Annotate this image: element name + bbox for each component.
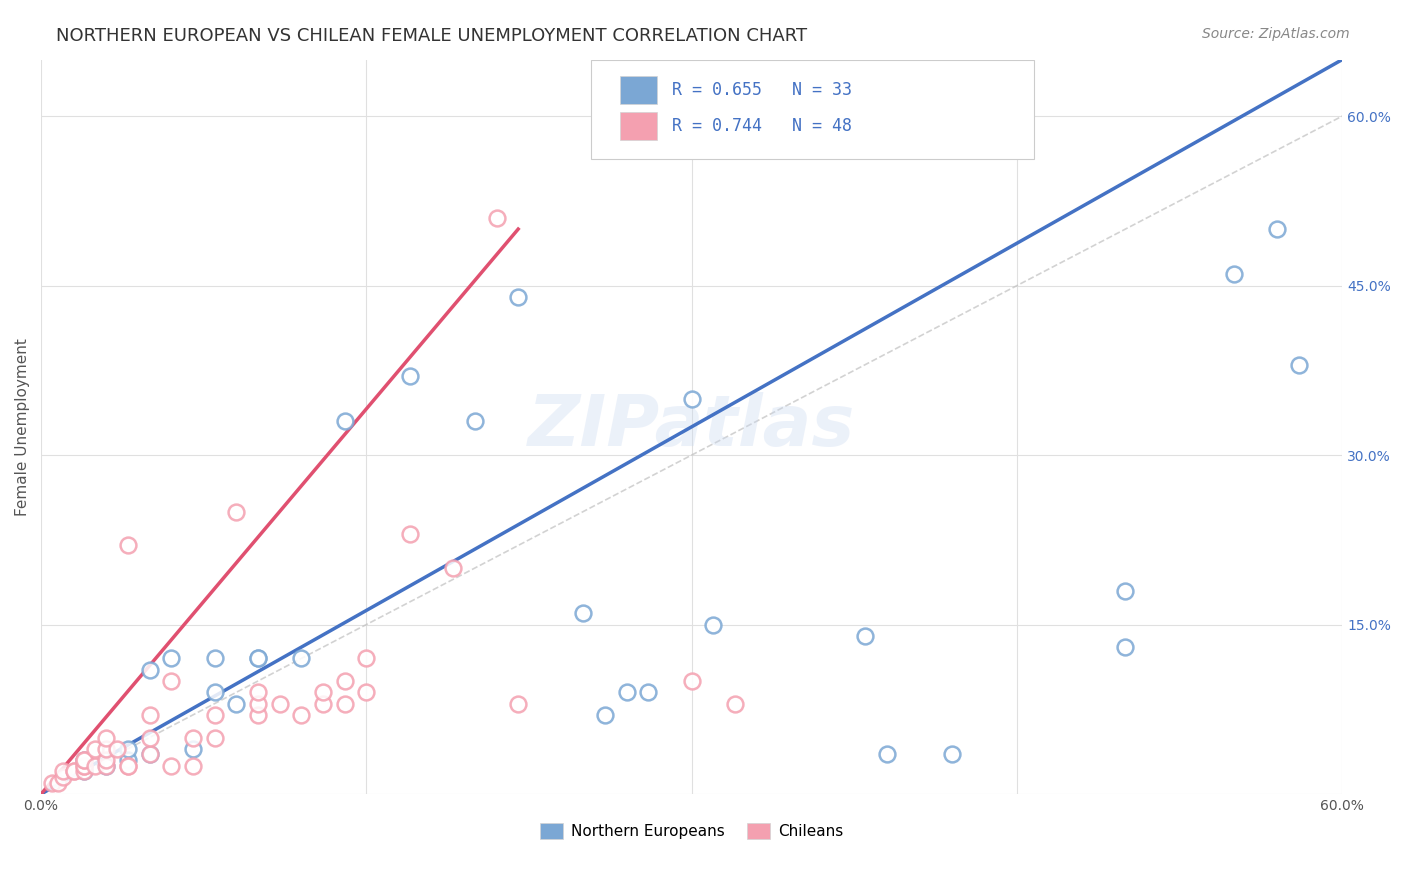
Point <box>572 606 595 620</box>
Point <box>181 758 204 772</box>
Point <box>1114 640 1136 654</box>
Point <box>269 697 291 711</box>
Point <box>73 758 96 772</box>
Point <box>117 753 139 767</box>
Point <box>1114 583 1136 598</box>
Point <box>138 747 160 762</box>
Point <box>637 685 659 699</box>
Point <box>62 764 84 779</box>
Point <box>105 741 128 756</box>
Point <box>485 211 508 225</box>
Y-axis label: Female Unemployment: Female Unemployment <box>15 338 30 516</box>
Point <box>73 753 96 767</box>
Point <box>73 764 96 779</box>
Point <box>138 731 160 745</box>
Point <box>96 741 118 756</box>
Point <box>702 617 724 632</box>
Point <box>204 731 226 745</box>
Point <box>160 651 183 665</box>
Point <box>160 673 183 688</box>
Point <box>441 561 464 575</box>
Point <box>52 770 75 784</box>
Point <box>96 753 118 767</box>
Point <box>290 707 312 722</box>
Text: Source: ZipAtlas.com: Source: ZipAtlas.com <box>1202 27 1350 41</box>
Point <box>138 663 160 677</box>
Point <box>290 651 312 665</box>
Point <box>246 685 269 699</box>
Point <box>356 651 378 665</box>
Text: NORTHERN EUROPEAN VS CHILEAN FEMALE UNEMPLOYMENT CORRELATION CHART: NORTHERN EUROPEAN VS CHILEAN FEMALE UNEM… <box>56 27 807 45</box>
Point <box>312 685 335 699</box>
Point <box>96 731 118 745</box>
Point <box>204 685 226 699</box>
Point <box>508 697 530 711</box>
Point <box>73 758 96 772</box>
Text: R = 0.744   N = 48: R = 0.744 N = 48 <box>672 118 852 136</box>
Point <box>1288 358 1310 372</box>
Point <box>853 629 876 643</box>
Point <box>96 758 118 772</box>
Point <box>225 697 247 711</box>
Point <box>225 504 247 518</box>
Point <box>117 538 139 552</box>
Point <box>138 747 160 762</box>
Point <box>181 731 204 745</box>
Point <box>246 707 269 722</box>
Point <box>876 747 898 762</box>
Point <box>204 707 226 722</box>
Point <box>941 747 963 762</box>
Point <box>312 697 335 711</box>
Point <box>204 651 226 665</box>
Point <box>117 758 139 772</box>
Point <box>398 368 420 383</box>
Point <box>52 764 75 779</box>
Text: ZIPatlas: ZIPatlas <box>529 392 855 461</box>
Point <box>398 527 420 541</box>
Point <box>356 685 378 699</box>
Point <box>73 753 96 767</box>
Point <box>1265 222 1288 236</box>
Point <box>62 764 84 779</box>
Point <box>593 707 616 722</box>
Point <box>73 753 96 767</box>
Point <box>333 414 356 428</box>
FancyBboxPatch shape <box>592 60 1033 159</box>
Point <box>160 758 183 772</box>
Point <box>138 707 160 722</box>
Legend: Northern Europeans, Chileans: Northern Europeans, Chileans <box>534 817 849 845</box>
Text: R = 0.655   N = 33: R = 0.655 N = 33 <box>672 80 852 99</box>
Point <box>181 741 204 756</box>
Point <box>246 651 269 665</box>
Bar <box>620 112 657 140</box>
Point <box>333 697 356 711</box>
Bar <box>620 76 657 103</box>
Point <box>117 758 139 772</box>
Point <box>616 685 638 699</box>
Point <box>84 741 107 756</box>
Point <box>724 697 747 711</box>
Point <box>1223 267 1246 281</box>
Point <box>96 758 118 772</box>
Point <box>333 673 356 688</box>
Point <box>48 775 70 789</box>
Point <box>246 697 269 711</box>
Point <box>41 775 63 789</box>
Point <box>681 673 703 688</box>
Point <box>246 651 269 665</box>
Point <box>508 290 530 304</box>
Point <box>84 758 107 772</box>
Point <box>464 414 486 428</box>
Point <box>117 741 139 756</box>
Point <box>73 764 96 779</box>
Point <box>681 392 703 406</box>
